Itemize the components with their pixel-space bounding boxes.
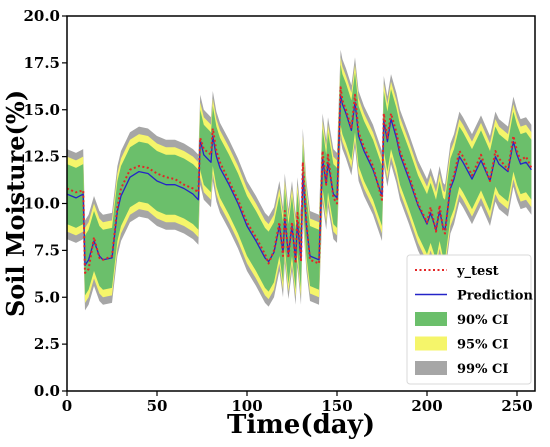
y-tick-label: 0.0 (34, 382, 60, 400)
x-tick-label: 150 (321, 397, 352, 415)
y-tick-label: 2.5 (34, 335, 60, 353)
confidence-bands (67, 49, 532, 311)
y-axis-label: Soil Moisture(%) (1, 90, 30, 317)
y-tick-label: 17.5 (23, 54, 60, 72)
legend-label: 90% CI (457, 313, 508, 328)
y-tick-label: 7.5 (34, 241, 60, 259)
x-tick-label: 50 (147, 397, 168, 415)
series-lines (66, 86, 533, 274)
legend-label: y_test (456, 264, 499, 279)
legend-label: 99% CI (457, 362, 508, 377)
y-tick-label: 5.0 (34, 288, 60, 306)
x-axis-label: Time(day) (227, 410, 375, 440)
legend-swatch-95-ci (415, 336, 447, 351)
legend-box (406, 254, 532, 385)
y-tick-label: 20.0 (23, 7, 60, 25)
x-tick-label: 100 (231, 397, 262, 415)
legend-swatch-99-ci (415, 361, 447, 375)
x-tick-label: 250 (501, 397, 532, 415)
legend-label: Prediction (457, 289, 533, 304)
x-axis-ticks: 0 50 100 150 200 250 (62, 391, 533, 415)
x-tick-label: 200 (411, 397, 442, 415)
y-tick-label: 10.0 (23, 195, 60, 213)
x-tick-label: 0 (62, 397, 72, 415)
y-axis-ticks: 0.0 2.5 5.0 7.5 10.0 12.5 15.0 17.5 20.0 (23, 7, 67, 400)
legend: y_test Prediction 90% CI 95% CI 99% CI (406, 254, 533, 385)
y-tick-label: 15.0 (23, 101, 60, 119)
y-tick-label: 12.5 (23, 148, 60, 166)
legend-swatch-90-ci (415, 312, 447, 326)
legend-label: 95% CI (457, 338, 508, 353)
y-test-line (66, 86, 533, 274)
